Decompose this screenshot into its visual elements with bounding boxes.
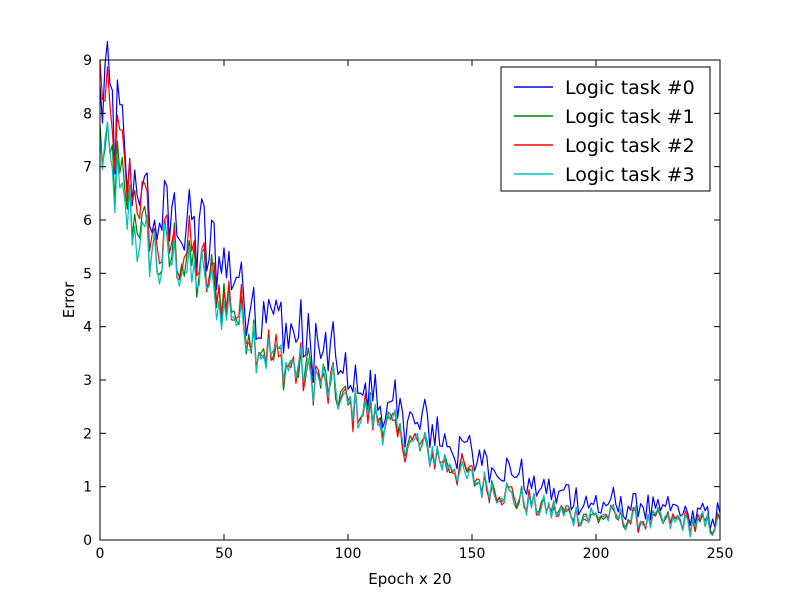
y-tick-label: 0 bbox=[83, 533, 92, 549]
series-line-2 bbox=[99, 59, 721, 534]
series-line-1 bbox=[99, 122, 721, 538]
y-tick-label: 6 bbox=[83, 213, 92, 229]
x-tick-label: 150 bbox=[459, 546, 486, 562]
x-tick-label: 50 bbox=[215, 546, 233, 562]
y-tick-label: 8 bbox=[83, 106, 92, 122]
x-tick-label: 200 bbox=[583, 546, 610, 562]
y-tick-label: 2 bbox=[83, 426, 92, 442]
x-axis-label: Epoch x 20 bbox=[368, 570, 451, 588]
x-tick-label: 0 bbox=[96, 546, 105, 562]
y-tick-label: 9 bbox=[83, 53, 92, 69]
y-tick-label: 3 bbox=[83, 373, 92, 389]
y-tick-label: 7 bbox=[83, 160, 92, 176]
legend: Logic task #0 Logic task #1 Logic task #2 L… bbox=[500, 66, 711, 192]
y-axis-ticks: 0 1 2 3 4 5 6 7 8 9 bbox=[83, 53, 720, 549]
legend-label-3: Logic task #3 bbox=[565, 164, 695, 186]
series-line-3 bbox=[99, 121, 721, 538]
x-axis-ticks: 0 50 100 150 200 250 bbox=[96, 60, 734, 562]
y-tick-label: 5 bbox=[83, 266, 92, 282]
y-axis-label: Error bbox=[60, 281, 78, 318]
series-layer bbox=[99, 40, 721, 538]
x-tick-label: 100 bbox=[335, 546, 362, 562]
x-tick-label: 250 bbox=[707, 546, 734, 562]
plot-frame bbox=[99, 59, 721, 541]
legend-label-1: Logic task #1 bbox=[565, 106, 695, 128]
y-tick-label: 1 bbox=[83, 480, 92, 496]
legend-label-2: Logic task #2 bbox=[565, 135, 695, 157]
series-line-0 bbox=[99, 40, 721, 531]
y-tick-label: 4 bbox=[83, 320, 92, 336]
legend-label-0: Logic task #0 bbox=[565, 77, 695, 99]
